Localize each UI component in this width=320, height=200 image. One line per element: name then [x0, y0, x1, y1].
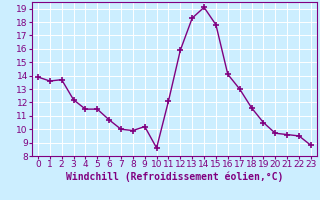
X-axis label: Windchill (Refroidissement éolien,°C): Windchill (Refroidissement éolien,°C) — [66, 172, 283, 182]
